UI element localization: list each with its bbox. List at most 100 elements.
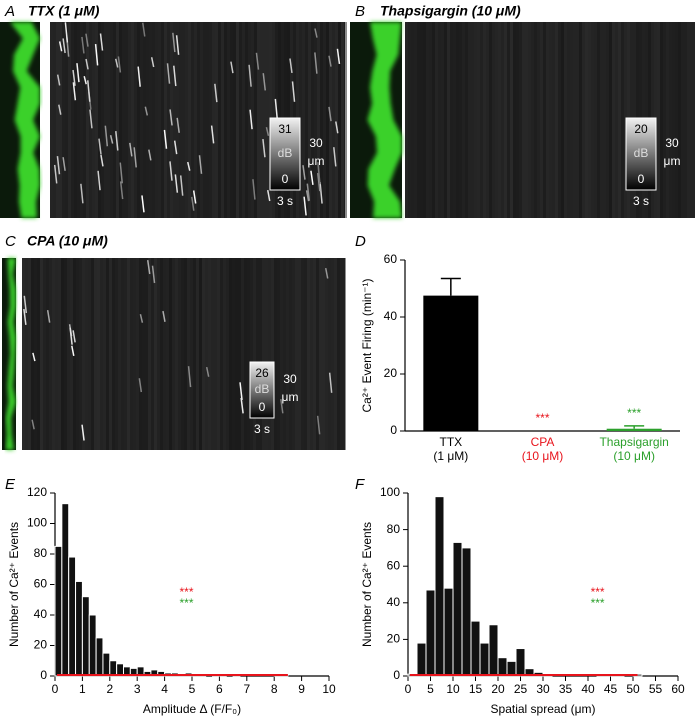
x-tick-label: 10 (446, 682, 460, 696)
kymo-event (72, 330, 76, 343)
kymo-noise (585, 22, 588, 218)
kymo-event (62, 157, 66, 171)
histogram-bar (102, 652, 111, 677)
kymo-noise (179, 22, 182, 218)
kymo-noise (672, 22, 675, 218)
kymo-noise (549, 22, 552, 218)
kymo-noise (209, 22, 212, 218)
kymo-noise (101, 22, 104, 218)
x-tick-label: 2 (106, 682, 113, 696)
kymo-noise (121, 258, 124, 450)
kymo-event (317, 162, 321, 185)
kymo-noise (98, 22, 101, 218)
kymo-noise (438, 22, 441, 218)
kymo-event (274, 98, 279, 121)
x-tick-label: 30 (536, 682, 550, 696)
kymo-event (142, 22, 146, 37)
kymo-noise (221, 22, 224, 218)
histogram-bar (515, 648, 526, 677)
y-tick-label: 100 (380, 485, 400, 499)
kymo-noise (618, 22, 621, 218)
kymo-event (148, 149, 152, 161)
kymo-noise (55, 258, 58, 450)
kymo-event (230, 61, 234, 74)
y-tick-label: 100 (27, 516, 47, 530)
kymo-noise (468, 22, 471, 218)
y-tick-label: 40 (387, 595, 401, 609)
kymo-noise (119, 22, 122, 218)
kymo-noise (411, 22, 414, 218)
kymo-noise (531, 22, 534, 218)
kymo-noise (103, 258, 106, 450)
kymo-noise (223, 258, 226, 450)
y-axis-label: Number of Ca²⁺ Events (360, 522, 374, 647)
kymo-noise (316, 258, 319, 450)
kymo-noise (79, 258, 82, 450)
kymo-event (328, 372, 333, 393)
kymo-noise (266, 22, 269, 218)
kymo-noise (34, 258, 37, 450)
kymo-event (314, 28, 318, 38)
kymo-event (72, 69, 76, 86)
kymo-noise (304, 258, 307, 450)
kymo-noise (116, 22, 119, 218)
kymo-noise (226, 258, 229, 450)
kymo-noise (166, 258, 169, 450)
kymo-noise (73, 258, 76, 450)
y-tick-label: 40 (34, 607, 48, 621)
kymo-noise (471, 22, 474, 218)
kymo-noise (314, 22, 317, 218)
kymo-noise (145, 258, 148, 450)
kymo-noise (127, 258, 130, 450)
x-tick-label: 0 (52, 682, 59, 696)
kymo-noise (582, 22, 585, 218)
kymo-noise (118, 258, 121, 450)
kymo-noise (68, 22, 71, 218)
kymo-noise (160, 258, 163, 450)
kymo-event (166, 63, 171, 84)
kymo-noise (206, 22, 209, 218)
scale-time: 3 s (254, 422, 270, 436)
kymo-event (46, 310, 51, 323)
kymo-noise (22, 258, 25, 450)
kymo-noise (217, 258, 220, 450)
kymo-noise (462, 22, 465, 218)
y-axis-label: Ca²⁺ Event Firing (min⁻¹) (360, 278, 374, 412)
scale-length: 30 (283, 372, 297, 386)
kymo-noise (570, 22, 573, 218)
kymo-noise (263, 22, 266, 218)
kymo-noise (271, 258, 274, 450)
kymo-noise (606, 22, 609, 218)
kymo-noise (684, 22, 687, 218)
kymo-noise (522, 22, 525, 218)
x-tick-label: 5 (189, 682, 196, 696)
kymo-event (97, 170, 101, 191)
kymo-noise (450, 22, 453, 218)
kymo-noise (188, 22, 191, 218)
histogram-bar (461, 547, 472, 677)
kymo-noise (289, 258, 292, 450)
kymo-noise (612, 22, 615, 218)
kymo-noise (305, 22, 308, 218)
histogram-bar (434, 496, 445, 677)
scale-time: 3 s (633, 194, 649, 208)
kymo-noise (71, 22, 74, 218)
kymo-noise (107, 22, 110, 218)
kymo-noise (528, 22, 531, 218)
kymo-noise (320, 22, 323, 218)
kymo-noise (76, 258, 79, 450)
y-tick-label: 20 (34, 638, 48, 652)
x-tick-label: 50 (626, 682, 640, 696)
kymo-noise (319, 258, 322, 450)
kymo-noise (687, 22, 690, 218)
kymo-noise (420, 22, 423, 218)
kymo-noise (143, 22, 146, 218)
bar (606, 428, 662, 431)
kymo-event (72, 82, 77, 101)
kymo-noise (199, 258, 202, 450)
kymo-noise (301, 258, 304, 450)
kymo-noise (137, 22, 140, 218)
kymo-noise (259, 258, 262, 450)
kymo-noise (83, 22, 86, 218)
kymo-noise (340, 258, 343, 450)
